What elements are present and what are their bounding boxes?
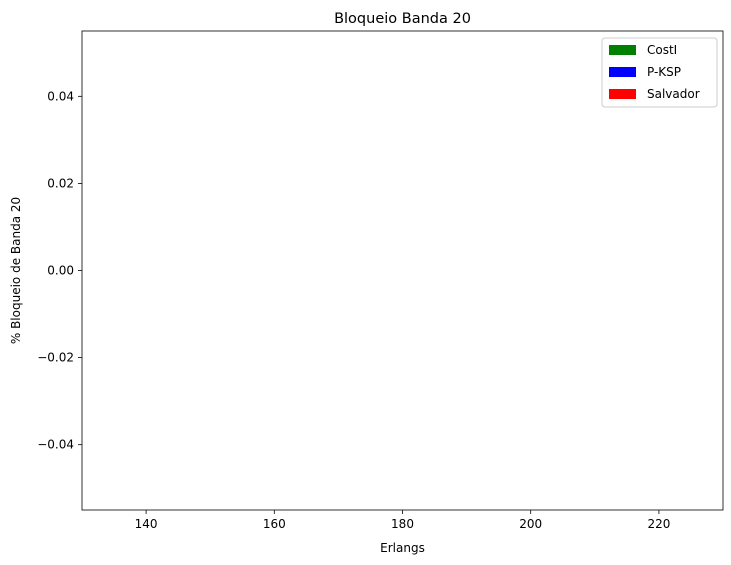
y-tick-label: 0.00 xyxy=(47,264,74,278)
legend-label: CostI xyxy=(647,43,677,57)
y-axis: −0.04 −0.02 0.00 0.02 0.04 xyxy=(37,89,82,452)
y-tick-label: 0.04 xyxy=(47,89,74,103)
x-tick-label: 160 xyxy=(263,517,286,531)
x-tick-label: 180 xyxy=(391,517,414,531)
x-axis: 140 160 180 200 220 xyxy=(135,510,670,531)
legend-swatch xyxy=(609,45,636,55)
x-axis-label: Erlangs xyxy=(380,541,425,555)
chart-title: Bloqueio Banda 20 xyxy=(334,11,471,27)
legend-swatch xyxy=(609,89,636,99)
y-tick-label: −0.04 xyxy=(37,438,74,452)
x-tick-label: 220 xyxy=(647,517,670,531)
y-tick-label: −0.02 xyxy=(37,351,74,365)
x-tick-label: 140 xyxy=(135,517,158,531)
x-tick-label: 200 xyxy=(519,517,542,531)
y-axis-label: % Bloqueio de Banda 20 xyxy=(9,197,23,344)
legend-label: P-KSP xyxy=(647,65,681,79)
legend-swatch xyxy=(609,67,636,77)
legend: CostI P-KSP Salvador xyxy=(601,37,718,108)
legend-label: Salvador xyxy=(647,87,700,101)
y-tick-label: 0.02 xyxy=(47,176,74,190)
